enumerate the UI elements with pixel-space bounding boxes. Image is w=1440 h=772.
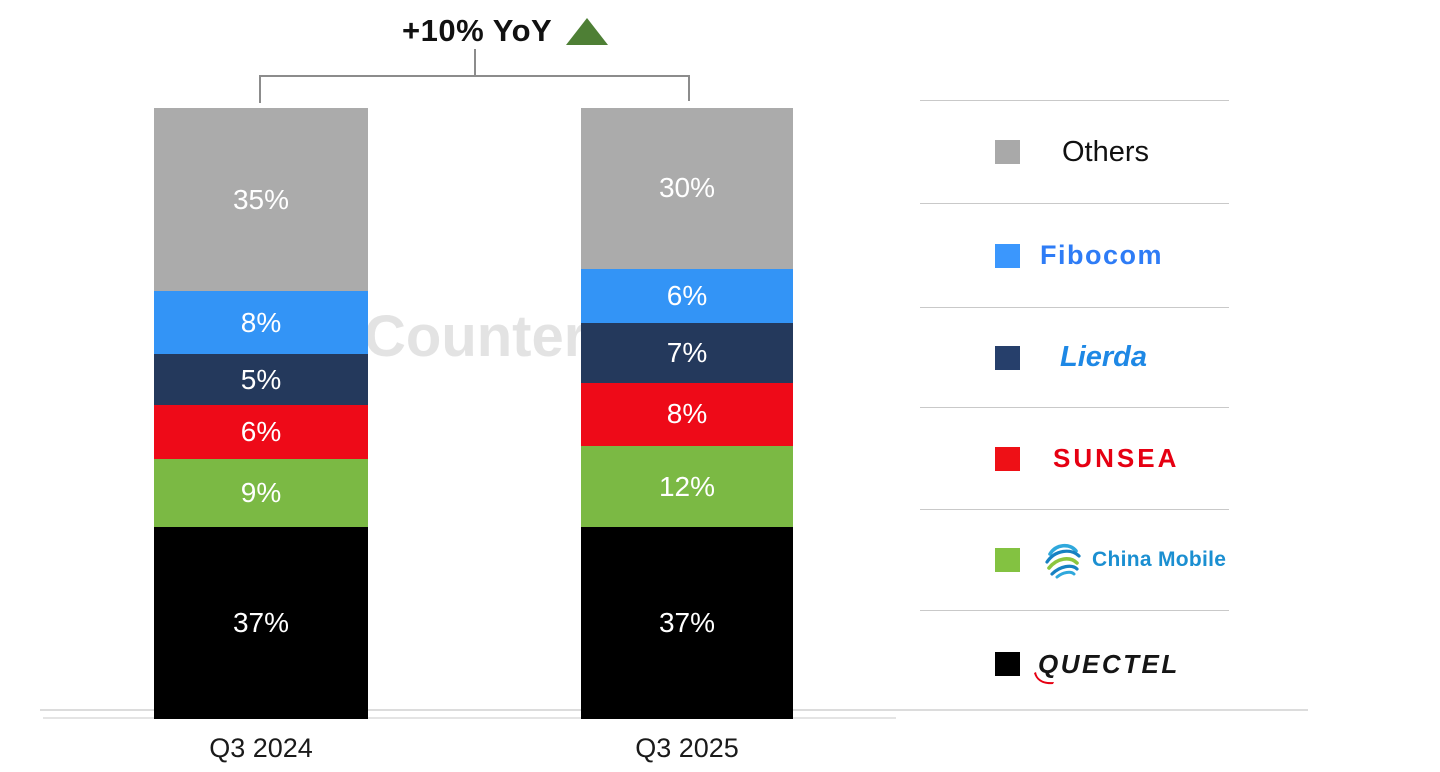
bar-segment-q3-2025-quectel: 37% (581, 527, 793, 719)
quectel-logo: QUECTEL (1034, 648, 1180, 684)
axis-baseline-short (43, 717, 896, 719)
stacked-bar-q3-2024: 35% 8% 5% 6% 9% 37% (154, 108, 368, 719)
legend-label-others: Others (1062, 135, 1150, 168)
bar-segment-q3-2025-others: 30% (581, 108, 793, 269)
bar-segment-q3-2024-china-mobile: 9% (154, 459, 368, 528)
bar-segment-q3-2024-lierda: 5% (154, 354, 368, 405)
legend-item-sunsea: SUNSEA (920, 407, 1229, 509)
legend-swatch-fibocom (995, 243, 1020, 268)
bracket-left-tick (259, 75, 261, 103)
legend-swatch-quectel (995, 652, 1020, 676)
legend: Others Fibocom Lierda SUNSEA (920, 100, 1229, 717)
legend-swatch-others (995, 140, 1020, 164)
bar-segment-value-label: 7% (666, 336, 708, 368)
china-mobile-logo-text: China Mobile (1092, 548, 1227, 571)
bar-segment-q3-2024-sunsea: 6% (154, 404, 368, 460)
bar-segment-q3-2025-china-mobile: 12% (581, 445, 793, 528)
yoy-annotation-text: +10% YoY (402, 13, 553, 48)
fibocom-logo: Fibocom (1040, 240, 1163, 270)
quectel-logo-text: QUECTEL (1038, 648, 1180, 679)
bracket-stem-line (474, 49, 476, 76)
legend-item-lierda: Lierda (920, 307, 1229, 407)
bracket-right-tick (688, 75, 690, 101)
bar-segment-value-label: 6% (666, 280, 708, 312)
legend-item-quectel: QUECTEL (920, 610, 1229, 717)
bar-segment-value-label: 37% (658, 607, 716, 639)
legend-item-others: Others (920, 100, 1229, 203)
bar-segment-value-label: 5% (240, 363, 282, 395)
stacked-bar-q3-2025: 30% 6% 7% 8% 12% 37% (581, 108, 793, 719)
bar-segment-value-label: 12% (658, 470, 716, 502)
bar-segment-value-label: 8% (240, 306, 282, 338)
sunsea-logo: SUNSEA (1053, 443, 1180, 473)
bar-segment-q3-2024-others: 35% (154, 108, 368, 292)
bar-segment-q3-2025-fibocom: 6% (581, 268, 793, 324)
bar-segment-q3-2025-sunsea: 8% (581, 382, 793, 446)
china-mobile-swirl-icon (1045, 543, 1081, 579)
bar-segment-value-label: 37% (232, 607, 290, 639)
legend-swatch-lierda (995, 345, 1020, 370)
x-axis-label-q3-2025: Q3 2025 (635, 733, 739, 763)
bar-segment-value-label: 35% (232, 183, 290, 215)
bar-segment-value-label: 30% (658, 172, 716, 204)
growth-up-triangle-icon (566, 17, 609, 45)
quectel-red-swoosh-icon (1034, 671, 1054, 684)
legend-item-china-mobile: China Mobile (920, 509, 1229, 610)
china-mobile-logo: China Mobile (1043, 540, 1226, 580)
legend-item-fibocom: Fibocom (920, 203, 1229, 307)
x-axis-label-q3-2024: Q3 2024 (209, 733, 313, 763)
legend-swatch-sunsea (995, 446, 1020, 471)
bar-segment-value-label: 8% (666, 398, 708, 430)
bar-segment-value-label: 6% (240, 415, 282, 447)
legend-swatch-china-mobile (995, 548, 1020, 572)
bar-segment-q3-2024-quectel: 37% (154, 527, 368, 719)
yoy-annotation: +10% YoY (402, 13, 609, 49)
bar-segment-q3-2024-fibocom: 8% (154, 291, 368, 355)
watermark-text: Counterp (364, 304, 622, 369)
bar-segment-value-label: 9% (240, 477, 282, 509)
bracket-horizontal-line (259, 75, 690, 77)
bar-segment-q3-2025-lierda: 7% (581, 323, 793, 383)
lierda-logo: Lierda (1060, 341, 1148, 373)
